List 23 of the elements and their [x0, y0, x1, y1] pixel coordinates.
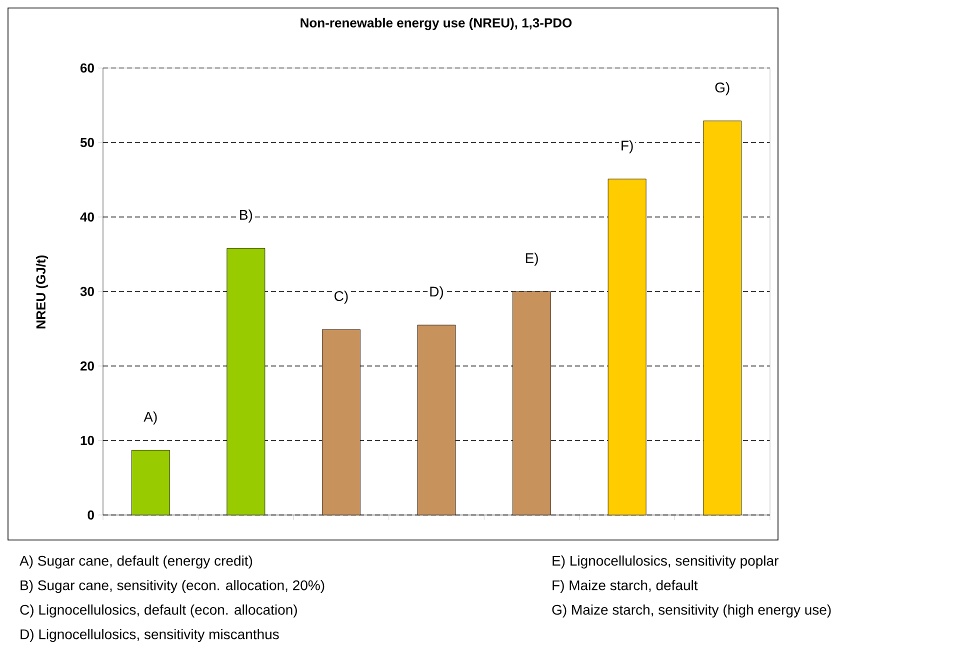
- y-tick-label: 40: [80, 212, 94, 222]
- data-label: C): [334, 290, 348, 304]
- y-tick-label: 10: [80, 436, 94, 446]
- data-label: E): [526, 252, 538, 266]
- text: A) Sugar cane, default (energy credit): [20, 555, 252, 569]
- data-label: F): [622, 140, 633, 154]
- text: F) Maize starch, default: [552, 580, 698, 594]
- y-tick-label: 50: [80, 138, 94, 148]
- text: B) Sugar cane, sensitivity (econ. allocation, 20%): [20, 580, 324, 594]
- data-label: D): [430, 286, 444, 300]
- y-axis-title: NREU (GJ/t): [36, 255, 48, 328]
- text: D) Lignocellulosics, sensitivity miscanthus: [20, 628, 279, 642]
- y-tick-label: 20: [80, 361, 94, 371]
- data-label: G): [715, 82, 730, 96]
- data-label: B): [240, 210, 252, 223]
- y-tick-label: 0: [88, 510, 94, 520]
- data-label: A): [144, 411, 157, 424]
- y-tick-label: 30: [80, 286, 94, 296]
- text: G) Maize starch, sensitivity (high energy use): [552, 604, 831, 618]
- text: C) Lignocellulosics, default (econ. allocation): [20, 604, 297, 618]
- text: E) Lignocellulosics, sensitivity poplar: [552, 555, 778, 569]
- y-tick-label: 60: [80, 63, 94, 73]
- chart-title: Non-renewable energy use (NREU), 1,3-PDO: [300, 18, 572, 30]
